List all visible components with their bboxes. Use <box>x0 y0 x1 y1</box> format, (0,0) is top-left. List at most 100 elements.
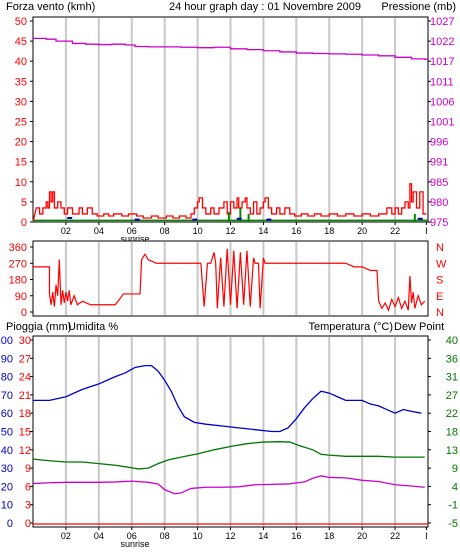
sunrise-label: sunrise <box>121 234 150 244</box>
y-tick-label: 50 <box>15 16 27 28</box>
humidity-tick-label: 40 <box>1 445 13 457</box>
y2-tick-label: 1017 <box>430 56 454 68</box>
temperature-tick-label: 40 <box>446 335 458 347</box>
humidity-axis-label: Umidita % <box>68 321 118 333</box>
direction-tick-label: 90 <box>15 291 27 303</box>
x-tick-label: 12 <box>225 226 235 236</box>
x-tick-label: 06 <box>127 531 137 541</box>
rain-tick-label: 18 <box>19 408 31 420</box>
x-tick-label: 10 <box>193 531 203 541</box>
x-tick-label: 18 <box>324 531 334 541</box>
dewpoint-axis-label: Dew Point <box>394 321 444 333</box>
y2-tick-label: 1011 <box>430 76 454 88</box>
temperature-tick-label: 31 <box>446 372 458 384</box>
humidity-tick-label: 90 <box>1 353 13 365</box>
x-tick-label: I <box>425 226 428 236</box>
temperature-tick-label: -1 <box>448 500 458 512</box>
y-tick-label: 10 <box>15 177 27 189</box>
pressure-axis-label: Pressione (mb) <box>381 1 456 13</box>
rain-tick-label: 30 <box>19 335 31 347</box>
wind-axis-label: Forza vento (kmh) <box>6 1 95 13</box>
temperature-tick-label: -5 <box>448 518 458 530</box>
temperature-line <box>32 441 425 470</box>
compass-label: E <box>436 291 443 303</box>
y-tick-label: 45 <box>15 36 27 48</box>
humidity-tick-label: 10 <box>1 500 13 512</box>
temperature-axis-label: Temperatura (°C) <box>309 321 393 333</box>
y2-tick-label: 996 <box>430 137 448 149</box>
x-tick-label: 04 <box>94 226 104 236</box>
wind-speed-line <box>32 183 427 223</box>
y-tick-label: 35 <box>15 76 27 88</box>
direction-tick-label: 360 <box>9 242 27 254</box>
temperature-tick-label: 36 <box>446 353 458 365</box>
humidity-tick-label: 100 <box>0 335 13 347</box>
x-tick-label: 06 <box>127 226 137 236</box>
x-tick-label: 18 <box>324 226 334 236</box>
y-tick-label: 20 <box>15 137 27 149</box>
humidity-tick-label: 0 <box>7 518 13 530</box>
y2-tick-label: 1022 <box>430 36 454 48</box>
rain-tick-label: 0 <box>25 518 31 530</box>
y-tick-label: 25 <box>15 117 27 129</box>
x-tick-label: 10 <box>193 226 203 236</box>
temperature-tick-label: 9 <box>452 463 458 475</box>
y2-tick-label: 975 <box>430 217 448 229</box>
temperature-tick-label: 18 <box>446 427 458 439</box>
y-tick-label: 0 <box>21 217 27 229</box>
direction-tick-label: 180 <box>9 275 27 287</box>
x-tick-label: 22 <box>390 226 400 236</box>
x-tick-label: 02 <box>61 226 71 236</box>
rain-tick-label: 21 <box>19 390 31 402</box>
x-tick-label: 12 <box>225 531 235 541</box>
direction-line <box>33 248 426 312</box>
temperature-tick-label: 22 <box>446 408 458 420</box>
x-tick-label: 02 <box>61 531 71 541</box>
x-tick-label: 08 <box>160 531 170 541</box>
rain-tick-label: 12 <box>19 445 31 457</box>
x-tick-label: 20 <box>357 226 367 236</box>
y2-tick-label: 1001 <box>430 117 454 129</box>
rain-tick-label: 9 <box>25 463 31 475</box>
rain-tick-label: 24 <box>19 372 31 384</box>
x-tick-label: I <box>425 531 428 541</box>
y-tick-label: 15 <box>15 157 27 169</box>
dewpoint-line <box>32 475 425 495</box>
y2-tick-label: 980 <box>430 197 448 209</box>
compass-label: N <box>436 307 444 319</box>
rain-tick-label: 15 <box>19 427 31 439</box>
humidity-tick-label: 60 <box>1 408 13 420</box>
compass-label: N <box>436 242 444 254</box>
y2-tick-label: 985 <box>430 177 448 189</box>
x-tick-label: 04 <box>94 531 104 541</box>
y2-tick-label: 1006 <box>430 96 454 108</box>
rain-axis-label: Pioggia (mm) <box>6 321 71 333</box>
direction-tick-label: 0 <box>21 307 27 319</box>
compass-label: S <box>436 275 443 287</box>
rain-tick-label: 27 <box>19 353 31 365</box>
rain-tick-label: 3 <box>25 500 31 512</box>
humidity-tick-label: 30 <box>1 463 13 475</box>
humidity-line <box>33 364 422 433</box>
chart-title: 24 hour graph day : 01 Novembre 2009 <box>169 1 361 13</box>
sunrise-label: sunrise <box>121 539 150 549</box>
rain-tick-label: 6 <box>25 481 31 493</box>
x-tick-label: 16 <box>291 226 301 236</box>
compass-label: W <box>436 258 447 270</box>
x-tick-label: 16 <box>291 531 301 541</box>
x-tick-label: 14 <box>258 226 268 236</box>
x-tick-label: 20 <box>357 531 367 541</box>
humidity-tick-label: 70 <box>1 390 13 402</box>
x-tick-label: 22 <box>390 531 400 541</box>
x-tick-label: 08 <box>160 226 170 236</box>
wind-pressure-panel: 0 5 10 15 20 25 30 35 40 45 50 975 980 985 991 996 1001 1… <box>15 16 455 244</box>
y-tick-label: 5 <box>21 197 27 209</box>
y2-tick-label: 1027 <box>430 16 454 28</box>
x-tick-label: 14 <box>258 531 268 541</box>
pressure-line <box>33 37 428 60</box>
humidity-tick-label: 80 <box>1 372 13 384</box>
humidity-tick-label: 20 <box>1 481 13 493</box>
temperature-tick-label: 27 <box>446 390 458 402</box>
